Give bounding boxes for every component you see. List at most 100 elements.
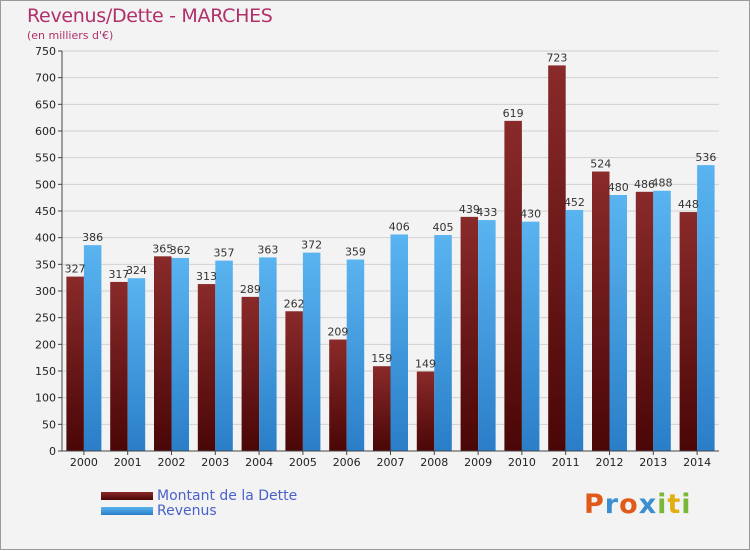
y-tick-label: 150 [35, 365, 56, 378]
y-tick-label: 0 [49, 445, 56, 458]
bar-dette [110, 281, 128, 451]
bar-dette [241, 296, 260, 451]
data-label-revenus: 405 [433, 221, 454, 234]
y-tick-label: 500 [35, 178, 56, 191]
data-label-dette: 619 [503, 107, 524, 120]
bar-dette [635, 191, 654, 452]
x-tick-label: 2011 [552, 456, 580, 469]
bar-revenus [346, 259, 365, 451]
data-label-revenus: 324 [126, 264, 147, 277]
bar-revenus [478, 220, 496, 451]
legend-item-debt: Montant de la Dette [101, 488, 297, 504]
data-label-revenus: 452 [564, 196, 585, 209]
logo-letter: t [667, 489, 682, 520]
x-tick-label: 2002 [158, 456, 186, 469]
logo-letter: i [657, 489, 668, 520]
bar-revenus [697, 165, 715, 451]
logo-letter: i [681, 489, 692, 520]
data-label-revenus: 488 [652, 177, 673, 190]
logo-letter: P [584, 489, 605, 520]
bar-revenus [215, 260, 233, 451]
bars [66, 65, 715, 452]
legend-swatch-revenus [101, 507, 153, 515]
bar-revenus [390, 234, 408, 451]
legend-label-revenus: Revenus [157, 503, 217, 519]
bar-dette [460, 216, 479, 451]
x-tick-label: 2001 [114, 456, 142, 469]
bar-dette [66, 276, 84, 451]
logo-letter: r [604, 489, 620, 520]
data-label-dette: 327 [65, 263, 86, 276]
legend-swatch-debt [101, 492, 153, 500]
bar-revenus [127, 278, 146, 451]
legend-label-debt: Montant de la Dette [157, 488, 298, 504]
data-label-revenus: 372 [301, 239, 322, 252]
x-tick-label: 2013 [639, 456, 667, 469]
x-tick-label: 2012 [596, 456, 624, 469]
y-tick-label: 450 [35, 205, 56, 218]
y-tick-label: 350 [35, 258, 56, 271]
data-label-revenus: 362 [170, 244, 191, 257]
x-tick-label: 2005 [289, 456, 317, 469]
bar-dette [592, 171, 610, 452]
bar-dette [373, 366, 391, 451]
bar-revenus [259, 257, 277, 451]
x-tick-label: 2006 [333, 456, 361, 469]
x-tick-label: 2000 [70, 456, 98, 469]
x-tick-label: 2014 [683, 456, 711, 469]
y-tick-label: 650 [35, 98, 56, 111]
bar-dette [197, 284, 216, 451]
data-label-dette: 723 [546, 51, 567, 64]
bar-revenus [434, 235, 452, 451]
logo-letter: o [619, 489, 639, 520]
y-tick-label: 50 [42, 418, 56, 431]
x-tick-label: 2004 [245, 456, 273, 469]
y-tick-label: 600 [35, 125, 56, 138]
bar-revenus [565, 209, 584, 451]
bar-dette [329, 339, 347, 451]
data-label-dette: 448 [678, 198, 699, 211]
x-tick-label: 2007 [377, 456, 405, 469]
data-label-dette: 289 [240, 283, 261, 296]
y-tick-label: 300 [35, 285, 56, 298]
data-label-dette: 313 [196, 270, 217, 283]
x-tick-label: 2009 [464, 456, 492, 469]
data-label-dette: 159 [371, 352, 392, 365]
data-label-revenus: 386 [82, 231, 103, 244]
logo-letter: x [638, 489, 658, 520]
data-label-dette: 149 [415, 358, 436, 371]
data-label-dette: 209 [327, 326, 348, 339]
bar-revenus [171, 257, 189, 451]
bar-revenus [521, 221, 540, 451]
data-label-revenus: 433 [476, 206, 497, 219]
data-label-dette: 365 [152, 242, 173, 255]
data-label-revenus: 357 [214, 247, 235, 260]
data-label-revenus: 480 [608, 181, 629, 194]
bar-dette [154, 256, 172, 451]
y-tick-label: 700 [35, 72, 56, 85]
y-tick-label: 550 [35, 152, 56, 165]
data-label-revenus: 536 [695, 151, 716, 164]
y-tick-label: 100 [35, 392, 56, 405]
chart-title: Revenus/Dette - MARCHES [27, 5, 273, 27]
x-tick-label: 2008 [420, 456, 448, 469]
data-label-dette: 317 [108, 268, 129, 281]
data-label-revenus: 406 [389, 220, 410, 233]
bar-dette [679, 212, 698, 451]
chart-subtitle: (en milliers d'€) [27, 29, 114, 42]
bar-revenus [609, 195, 627, 451]
data-label-revenus: 359 [345, 246, 366, 259]
data-label-revenus: 430 [520, 208, 541, 221]
bar-dette [504, 120, 522, 451]
data-label-revenus: 363 [257, 243, 278, 256]
legend-item-revenus: Revenus [101, 503, 217, 519]
y-tick-label: 250 [35, 312, 56, 325]
data-label-dette: 524 [590, 158, 611, 171]
y-tick-label: 400 [35, 232, 56, 245]
bar-revenus [83, 245, 102, 451]
data-label-dette: 439 [459, 203, 480, 216]
y-tick-label: 750 [35, 45, 56, 58]
bar-revenus [653, 190, 671, 451]
